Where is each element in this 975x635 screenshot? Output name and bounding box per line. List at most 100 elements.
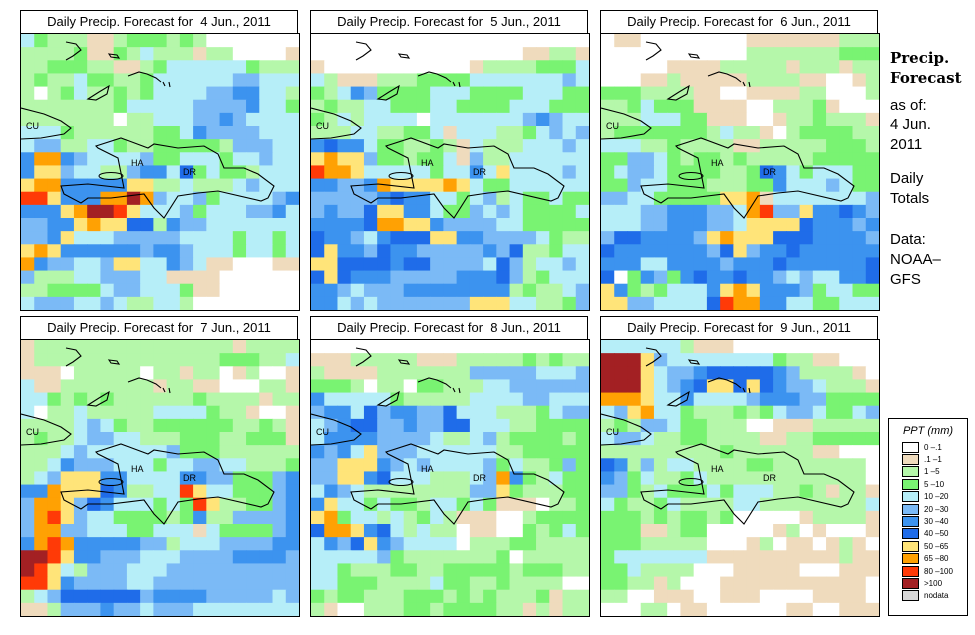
precip-cell (34, 60, 49, 75)
precip-cell (193, 191, 207, 206)
precip-cell (601, 445, 615, 459)
precip-cell (47, 379, 62, 394)
precip-cell (826, 99, 840, 114)
precip-cell (246, 484, 260, 499)
precip-cell (272, 497, 287, 512)
precip-cell (653, 152, 668, 167)
precip-cell (443, 405, 458, 420)
precip-cell (469, 99, 484, 114)
precip-cell (522, 392, 537, 407)
precip-cell (430, 296, 444, 310)
precip-cell (206, 602, 221, 616)
precip-cell (733, 524, 748, 538)
precip-cell (575, 510, 589, 525)
precip-cell (536, 270, 550, 285)
precip-cell (456, 432, 471, 446)
precip-cell (87, 340, 102, 354)
precip-cell (113, 270, 128, 285)
precip-cell (680, 405, 695, 420)
precip-cell (219, 178, 234, 193)
precip-cell (87, 244, 102, 259)
precip-cell (246, 458, 260, 473)
precip-cell (509, 366, 524, 381)
precip-cell (47, 445, 62, 459)
precip-cell (562, 366, 577, 381)
precip-cell (113, 432, 128, 446)
precip-cell (377, 178, 392, 193)
island-coastline (162, 81, 166, 87)
precip-cell (627, 589, 642, 604)
precip-cell (73, 353, 88, 367)
precip-cell (47, 165, 62, 180)
precip-cell (720, 379, 734, 394)
precip-cell (259, 218, 274, 232)
precip-cell (693, 231, 708, 245)
precip-cell (193, 510, 207, 525)
precip-cell (179, 231, 194, 245)
precip-cell (443, 257, 458, 272)
precip-cell (232, 497, 247, 512)
precip-cell (614, 86, 629, 101)
precip-cell (496, 353, 511, 367)
precip-cell (509, 283, 524, 298)
precip-cell (443, 218, 458, 232)
precip-cell (126, 126, 141, 140)
precip-cell (34, 576, 49, 591)
precip-cell (812, 340, 827, 354)
precip-cell (390, 366, 405, 381)
island-coastline (707, 377, 742, 389)
precip-cell (246, 112, 260, 127)
precip-cell (786, 191, 801, 206)
precip-cell (430, 112, 444, 127)
precip-cell (34, 270, 49, 285)
precip-cell (562, 218, 577, 232)
precip-cell (113, 73, 128, 88)
precip-cell (799, 270, 814, 285)
precip-cell (640, 589, 655, 604)
precip-cell (126, 484, 141, 499)
precip-cell (47, 126, 62, 140)
precip-cell (601, 191, 615, 206)
precip-cell (285, 218, 299, 232)
precip-cell (720, 563, 734, 578)
precip-cell (706, 60, 721, 75)
precip-cell (272, 366, 287, 381)
legend-label: 50 –65 (924, 541, 949, 551)
precip-cell (363, 458, 378, 473)
precip-cell (100, 418, 115, 433)
precip-cell (627, 602, 642, 616)
precip-cell (614, 602, 629, 616)
precip-cell (865, 524, 879, 538)
precip-cell (680, 73, 695, 88)
island-coastline (452, 387, 456, 393)
precip-cell (311, 432, 325, 446)
precip-cell (759, 340, 774, 354)
precip-cell (113, 510, 128, 525)
precip-cell (311, 563, 325, 578)
precip-cell (640, 270, 655, 285)
precip-cell (390, 152, 405, 167)
precip-cell (232, 563, 247, 578)
precip-cell (272, 126, 287, 140)
precip-cell (324, 576, 339, 591)
legend-swatch (902, 503, 919, 515)
precip-cell (73, 126, 88, 140)
precip-cell (100, 563, 115, 578)
precip-cell (536, 432, 550, 446)
precip-cell (706, 34, 721, 48)
legend-item: 1 –5 (902, 466, 967, 478)
precip-cell (166, 165, 181, 180)
precip-cell (614, 366, 629, 381)
precip-cell (232, 139, 247, 153)
precip-cell (126, 537, 141, 551)
precip-cell (259, 471, 274, 486)
precip-cell (403, 589, 418, 604)
precip-cell (285, 458, 299, 473)
precip-cell (140, 178, 154, 193)
precip-cell (140, 126, 154, 140)
precip-cell (575, 126, 589, 140)
precip-cell (483, 550, 497, 565)
precip-cell (47, 458, 62, 473)
precip-cell (443, 86, 458, 101)
precip-cell (799, 353, 814, 367)
